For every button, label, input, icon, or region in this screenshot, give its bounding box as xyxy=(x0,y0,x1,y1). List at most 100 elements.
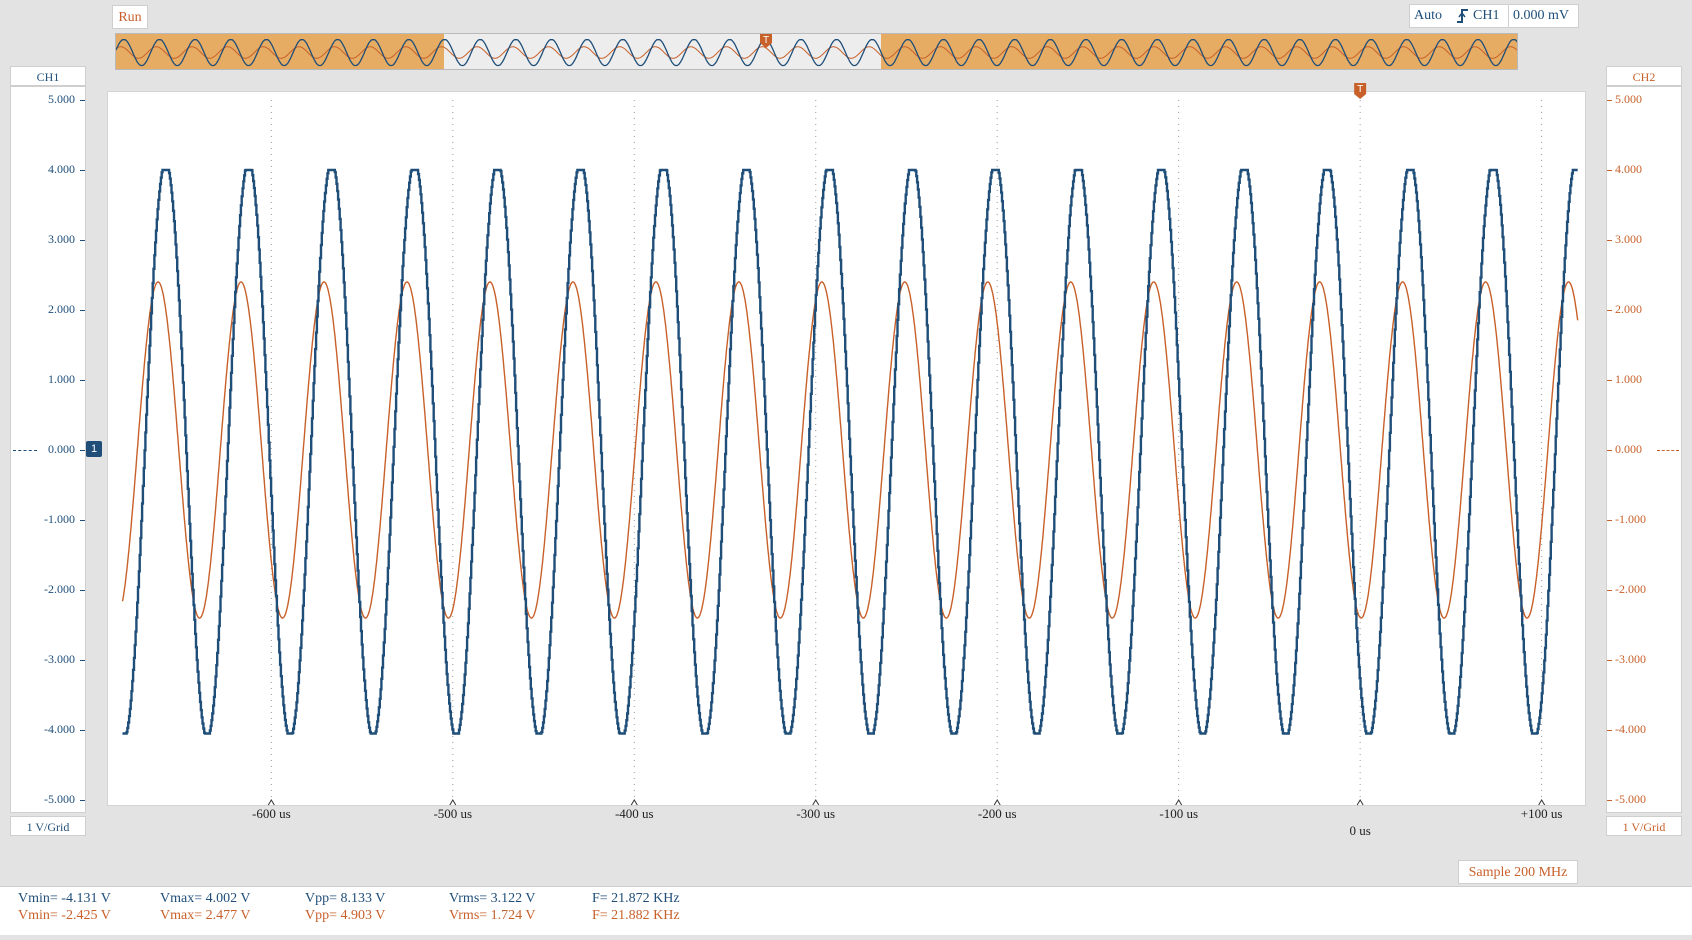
x-tick-marker xyxy=(267,799,275,806)
ch2-scale[interactable]: 1 V/Grid xyxy=(1606,816,1682,836)
x-tick-label: -200 us xyxy=(978,806,1017,821)
rising-edge-icon xyxy=(1455,6,1471,31)
y-tick-mark xyxy=(80,450,85,451)
ch2-y-tick-label: -1.000 xyxy=(1615,512,1646,526)
ch2-y-tick-label: -5.000 xyxy=(1615,792,1646,806)
x-tick-label: -600 us xyxy=(252,806,291,821)
y-tick-mark xyxy=(80,520,85,521)
x-tick-label: -300 us xyxy=(796,806,835,821)
waveform-plot[interactable]: -600 us -500 us -400 us -300 us -200 us -100 … xyxy=(107,83,1586,838)
ch1-vmin: Vmin= -4.131 V xyxy=(18,891,111,906)
y-tick-mark xyxy=(1607,310,1612,311)
ch2-y-tick-label: 2.000 xyxy=(1615,302,1642,316)
x-tick-label: -500 us xyxy=(433,806,472,821)
ch2-y-tick-label: 1.000 xyxy=(1615,372,1642,386)
ch2-vrms: Vrms= 1.724 V xyxy=(449,908,536,923)
y-tick-mark xyxy=(1607,100,1612,101)
ch2-y-tick-label: 0.000 xyxy=(1615,442,1642,456)
ch1-scale[interactable]: 1 V/Grid xyxy=(10,816,86,836)
trigger-level[interactable]: 0.000 mV xyxy=(1513,8,1569,23)
ch1-vrms: Vrms= 3.122 V xyxy=(449,891,536,906)
ch1-waveform xyxy=(122,168,1578,735)
y-tick-mark xyxy=(80,240,85,241)
ch2-y-tick-label: 3.000 xyxy=(1615,232,1642,246)
ch1-y-tick-label: 2.000 xyxy=(48,302,75,316)
ch2-y-tick-label: 4.000 xyxy=(1615,162,1642,176)
svg-text:T: T xyxy=(763,35,769,46)
y-tick-mark xyxy=(1607,520,1612,521)
x-tick-marker xyxy=(630,799,638,806)
overview-ch2-waveform xyxy=(116,46,1517,59)
ch2-y-tick-label: 5.000 xyxy=(1615,92,1642,106)
ch2-zero-line xyxy=(1657,450,1679,451)
x-tick-marker xyxy=(1356,799,1364,806)
ch2-axis: 5.000 4.000 3.000 2.000 1.000 0.000 -1.000 -2.0… xyxy=(1606,86,1682,813)
ch1-y-tick-label: 0.000 xyxy=(48,442,75,456)
y-tick-mark xyxy=(80,310,85,311)
y-tick-mark xyxy=(1607,380,1612,381)
ch2-y-tick-label: -4.000 xyxy=(1615,722,1646,736)
x-tick-label: -400 us xyxy=(615,806,654,821)
y-tick-mark xyxy=(1607,240,1612,241)
y-tick-mark xyxy=(80,730,85,731)
overview-ch1-waveform xyxy=(116,39,1517,67)
ch2-frequency: F= 21.882 KHz xyxy=(592,908,680,923)
ch1-label[interactable]: CH1 xyxy=(10,66,86,86)
trigger-source[interactable]: CH1 xyxy=(1473,8,1500,23)
ch1-axis: 5.000 4.000 3.000 2.000 1.000 0.000 -1.000 -2.0… xyxy=(10,86,86,813)
svg-text:T: T xyxy=(1357,84,1363,95)
ch2-y-tick-label: -3.000 xyxy=(1615,652,1646,666)
x-tick-marker xyxy=(1175,799,1183,806)
trigger-mode[interactable]: Auto xyxy=(1414,8,1442,23)
ch1-y-tick-label: -5.000 xyxy=(44,792,75,806)
x-tick-marker xyxy=(449,799,457,806)
trigger-divider xyxy=(1508,4,1509,28)
ch1-y-tick-label: 3.000 xyxy=(48,232,75,246)
y-tick-mark xyxy=(1607,450,1612,451)
ch1-y-tick-label: 4.000 xyxy=(48,162,75,176)
ch1-y-tick-label: 5.000 xyxy=(48,92,75,106)
y-tick-mark xyxy=(80,170,85,171)
y-tick-mark xyxy=(1607,170,1612,171)
ch2-vpp: Vpp= 4.903 V xyxy=(305,908,386,923)
ch1-y-tick-label: -2.000 xyxy=(44,582,75,596)
ch1-y-tick-label: -1.000 xyxy=(44,512,75,526)
y-tick-mark xyxy=(80,380,85,381)
x-tick-label: 0 us xyxy=(1350,823,1371,838)
ch1-frequency: F= 21.872 KHz xyxy=(592,891,680,906)
overview-trigger-marker: T xyxy=(760,34,772,48)
ch2-waveform xyxy=(121,281,1579,619)
trigger-position-marker: T xyxy=(1354,83,1367,99)
y-tick-mark xyxy=(80,800,85,801)
measurement-panel: Vmin= -4.131 V Vmin= -2.425 V Vmax= 4.00… xyxy=(0,886,1692,935)
x-tick-label: -100 us xyxy=(1159,806,1198,821)
waveform-canvas: -600 us -500 us -400 us -300 us -200 us -100 … xyxy=(121,83,1579,838)
ch2-vmin: Vmin= -2.425 V xyxy=(18,908,111,923)
run-button[interactable]: Run xyxy=(112,5,148,29)
ch2-label[interactable]: CH2 xyxy=(1606,66,1682,86)
ch1-offset-marker[interactable]: 1 xyxy=(86,441,102,457)
ch1-y-tick-label: 1.000 xyxy=(48,372,75,386)
x-tick-marker xyxy=(993,799,1001,806)
ch1-vmax: Vmax= 4.002 V xyxy=(160,891,251,906)
ch1-y-tick-label: -3.000 xyxy=(44,652,75,666)
trigger-settings[interactable]: Auto CH1 0.000 mV xyxy=(1409,4,1579,28)
ch1-y-tick-label: -4.000 xyxy=(44,722,75,736)
y-tick-mark xyxy=(1607,800,1612,801)
overview-waveform: T xyxy=(116,34,1517,69)
x-tick-marker xyxy=(812,799,820,806)
ch1-vpp: Vpp= 8.133 V xyxy=(305,891,386,906)
y-tick-mark xyxy=(1607,730,1612,731)
y-tick-mark xyxy=(1607,660,1612,661)
ch1-zero-line xyxy=(13,450,37,451)
sample-rate: Sample 200 MHz xyxy=(1458,860,1578,884)
waveform-overview[interactable]: T xyxy=(115,33,1518,70)
y-tick-mark xyxy=(80,660,85,661)
y-tick-mark xyxy=(80,100,85,101)
x-tick-marker xyxy=(1538,799,1546,806)
x-tick-label: +100 us xyxy=(1521,806,1563,821)
y-tick-mark xyxy=(1607,590,1612,591)
ch2-y-tick-label: -2.000 xyxy=(1615,582,1646,596)
y-tick-mark xyxy=(80,590,85,591)
ch2-vmax: Vmax= 2.477 V xyxy=(160,908,251,923)
